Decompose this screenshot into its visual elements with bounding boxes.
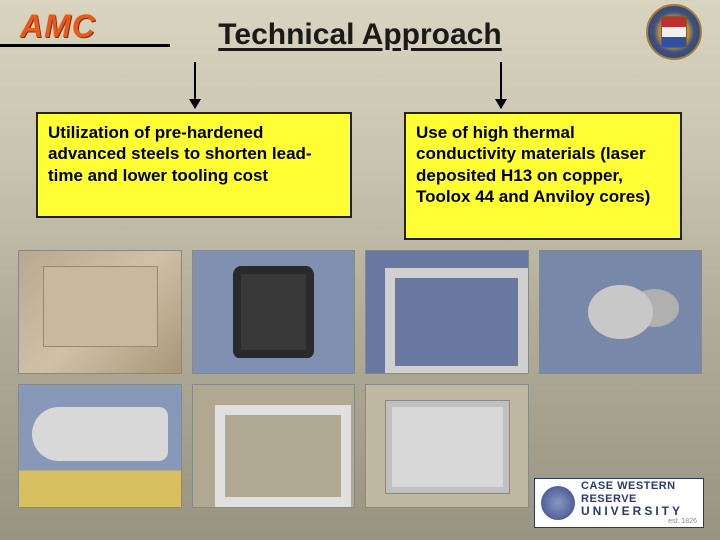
amc-logo: AMC (20, 8, 96, 45)
arrow-down-icon (500, 62, 502, 108)
cwru-text: CASE WESTERN RESERVE UNIVERSITY est. 182… (581, 480, 697, 525)
header-rule (0, 44, 170, 47)
agency-seal-icon (646, 4, 702, 60)
image-gallery (18, 250, 702, 508)
shield-icon (661, 16, 687, 48)
thumbnail (192, 384, 356, 508)
org-name-line2: UNIVERSITY (581, 505, 697, 518)
page-title: Technical Approach (218, 18, 501, 52)
org-established: est. 1826 (581, 518, 697, 526)
thumbnail (365, 384, 529, 508)
thumbnail (539, 250, 703, 374)
callout-box-left: Utilization of pre-hardened advanced ste… (36, 112, 352, 218)
thumbnail (192, 250, 356, 374)
thumbnail (365, 250, 529, 374)
cwru-seal-icon (541, 486, 575, 520)
thumbnail (18, 384, 182, 508)
org-name-line1: CASE WESTERN RESERVE (581, 480, 697, 504)
arrow-down-icon (194, 62, 196, 108)
thumbnail (18, 250, 182, 374)
university-logo: CASE WESTERN RESERVE UNIVERSITY est. 182… (534, 478, 704, 528)
callout-box-right: Use of high thermal conductivity materia… (404, 112, 682, 240)
